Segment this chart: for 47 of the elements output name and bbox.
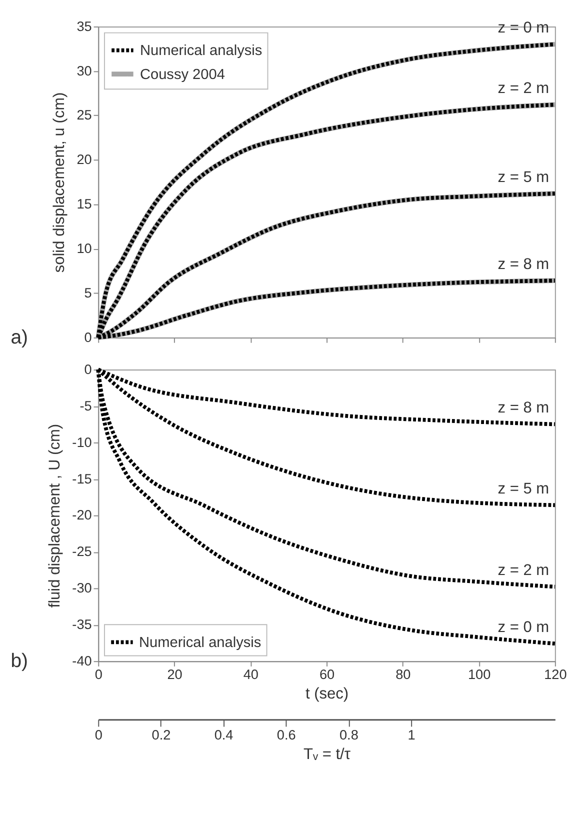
annotation: z = 5 m [498,480,550,498]
x-tick-label: 80 [396,667,412,682]
y-axis-title: fluid displacement , U (cm) [46,424,64,608]
x-tick-label: 0 [94,667,103,682]
y-tick-label: 35 [76,18,92,34]
annotation: z = 8 m [498,400,550,417]
x2-tick-label: 0.2 [152,727,171,742]
y-tick-label: 20 [76,152,92,168]
annotation: z = 2 m [498,562,550,580]
legend-label: Numerical analysis [138,635,262,652]
annotation: z = 8 m [498,256,550,273]
x-tick-label: 20 [167,667,183,682]
x-axis-title: t (sec) [305,686,349,703]
x-tick-label: 100 [468,667,492,682]
x-tick-label: 40 [243,667,259,682]
annotation: z = 5 m [498,168,550,186]
y-tick-label: -40 [72,653,92,668]
annotation: z = 0 m [498,20,550,37]
x2-tick-label: 0.4 [214,727,234,742]
legend-label: Numerical analysis [140,43,262,60]
x2-axis-title: Tᵥ = t/τ [304,746,351,763]
annotation: z = 2 m [498,80,550,98]
y-tick-label: -15 [72,471,92,486]
x-tick-label: 60 [319,667,336,682]
y-tick-label: 5 [84,285,92,300]
y-tick-label: -30 [72,580,92,596]
y-tick-label: -25 [72,544,92,560]
y-tick-label: 10 [76,240,92,256]
x2-tick-label: 0 [94,727,103,742]
y-axis-title: solid displacement, u (cm) [51,92,68,273]
x2-tick-label: 0.6 [276,727,296,742]
y-tick-label: -20 [72,508,92,523]
legend-label: Coussy 2004 [140,66,225,83]
text: b) [10,650,28,672]
text: a) [10,326,28,348]
x2-tick-label: 0.8 [339,727,358,742]
y-tick-label: 30 [76,63,92,78]
y-tick-label: 0 [84,330,92,345]
x-tick-label: 120 [544,667,568,682]
annotation: z = 0 m [498,618,550,636]
x2-tick-label: 1 [408,727,416,742]
y-tick-label: 25 [76,108,92,123]
y-tick-label: -10 [72,434,92,450]
y-tick-label: -35 [72,617,92,632]
y-tick-label: -5 [80,398,92,414]
y-tick-label: 0 [84,362,92,377]
y-tick-label: 15 [76,196,92,212]
